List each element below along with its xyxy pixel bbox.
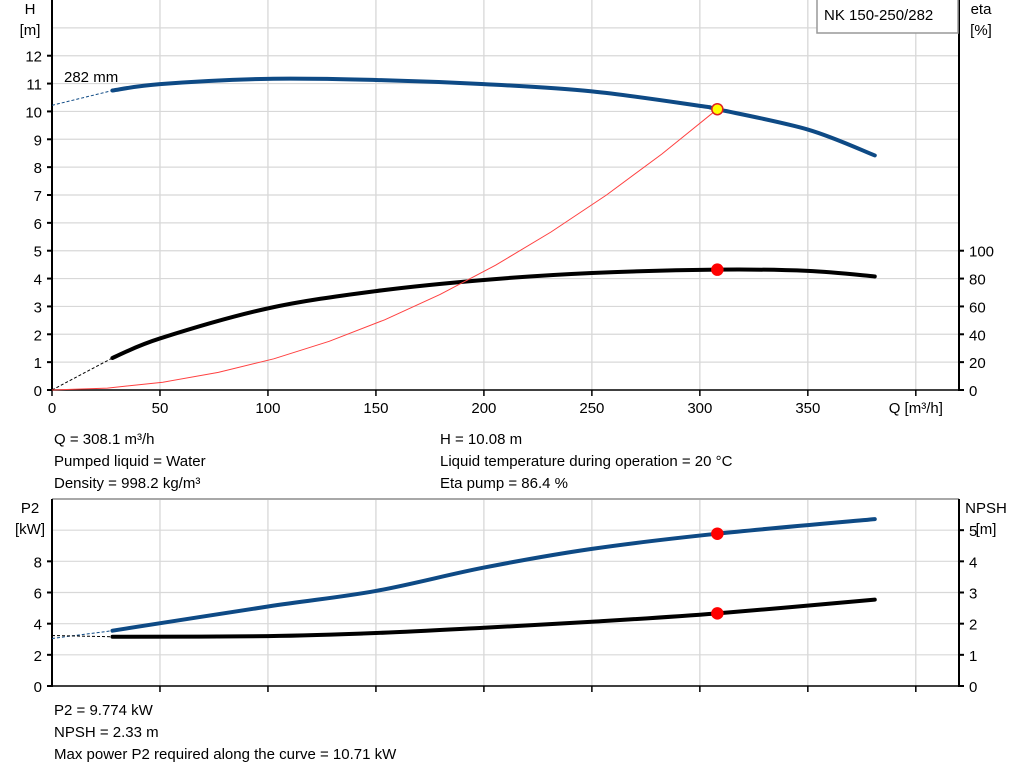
info-eta: Eta pump = 86.4 % <box>440 475 568 492</box>
y-tick-label-right: 0 <box>969 383 977 400</box>
info-flow: Q = 308.1 m³/h <box>54 431 155 448</box>
x-tick-label: 150 <box>363 400 388 417</box>
y-tick-label-left: 5 <box>34 244 42 261</box>
y-tick-label-left: 8 <box>34 554 42 571</box>
y-tick-label-right: 20 <box>969 355 986 372</box>
curve-series-1 <box>110 267 877 360</box>
y-tick-label-right: 100 <box>969 244 994 261</box>
y-tick-label-right: 40 <box>969 327 986 344</box>
y-tick-label-left: 2 <box>34 327 42 344</box>
system-curve <box>51 108 718 391</box>
y-tick-label-right: 5 <box>969 523 977 540</box>
y-tick-label-left: 4 <box>34 617 42 634</box>
y-tick-label-right: 4 <box>969 554 977 571</box>
x-tick-label: 0 <box>48 400 56 417</box>
curve-series-0 <box>110 76 877 158</box>
curve-series-0 <box>110 517 877 633</box>
operating-point <box>711 607 724 620</box>
y-tick-label-right: 2 <box>969 617 977 634</box>
y-tick-label-left: 7 <box>34 188 42 205</box>
operating-point <box>711 527 724 540</box>
y-tick-label-left: 0 <box>34 679 42 696</box>
info-temperature: Liquid temperature during operation = 20… <box>440 453 733 470</box>
impeller-diameter-label: 282 mm <box>64 69 118 86</box>
x-axis-title: Q [m³/h] <box>889 400 943 417</box>
info-p2: P2 = 9.774 kW <box>54 702 153 719</box>
info-density: Density = 998.2 kg/m³ <box>54 475 201 492</box>
y-tick-label-left: 10 <box>25 104 42 121</box>
y-tick-label-left: 12 <box>25 49 42 66</box>
x-tick-label: 250 <box>579 400 604 417</box>
operating-point <box>711 102 724 116</box>
x-tick-label: 100 <box>255 400 280 417</box>
curve-extrapolation-dashed <box>51 90 113 106</box>
y-axis-unit-right: [m] <box>976 521 997 538</box>
y-tick-label-left: 0 <box>34 383 42 400</box>
y-tick-label-left: 4 <box>34 272 42 289</box>
y-tick-label-right: 3 <box>969 586 977 603</box>
y-axis-title-right: NPSH <box>965 500 1007 517</box>
legend-pump-name: NK 150-250/282 <box>824 7 933 24</box>
y-axis-unit-left: [m] <box>20 22 41 39</box>
legend-box <box>816 0 959 34</box>
y-axis-unit-right: [%] <box>970 22 992 39</box>
info-liquid: Pumped liquid = Water <box>54 453 206 470</box>
y-tick-label-left: 11 <box>26 77 42 94</box>
curve-series-1 <box>110 597 877 639</box>
y-tick-label-left: 6 <box>34 586 42 603</box>
y-axis-title-left: H <box>25 1 36 18</box>
y-tick-label-left: 1 <box>34 355 42 372</box>
curve-extrapolation-dashed <box>51 635 113 638</box>
y-tick-label-right: 1 <box>969 648 977 665</box>
y-tick-label-right: 60 <box>969 299 986 316</box>
x-tick-label: 50 <box>152 400 169 417</box>
info-head: H = 10.08 m <box>440 431 523 448</box>
y-tick-label-right: 0 <box>969 679 977 696</box>
curve-extrapolation-dashed <box>51 630 113 639</box>
y-tick-label-right: 80 <box>969 272 986 289</box>
operating-point <box>711 263 724 276</box>
y-tick-label-left: 6 <box>34 216 42 233</box>
y-axis-unit-left: [kW] <box>15 521 45 538</box>
x-tick-label: 300 <box>687 400 712 417</box>
info-npsh: NPSH = 2.33 m <box>54 724 159 741</box>
x-tick-label: 200 <box>471 400 496 417</box>
y-tick-label-left: 2 <box>34 648 42 665</box>
y-axis-title-right: eta <box>971 1 993 18</box>
curve-extrapolation-dashed <box>51 357 113 391</box>
y-tick-label-left: 8 <box>34 160 42 177</box>
y-tick-label-left: 3 <box>34 299 42 316</box>
y-tick-label-left: 9 <box>34 132 42 149</box>
info-max-power: Max power P2 required along the curve = … <box>54 746 397 763</box>
y-axis-title-left: P2 <box>21 500 39 517</box>
x-tick-label: 350 <box>795 400 820 417</box>
